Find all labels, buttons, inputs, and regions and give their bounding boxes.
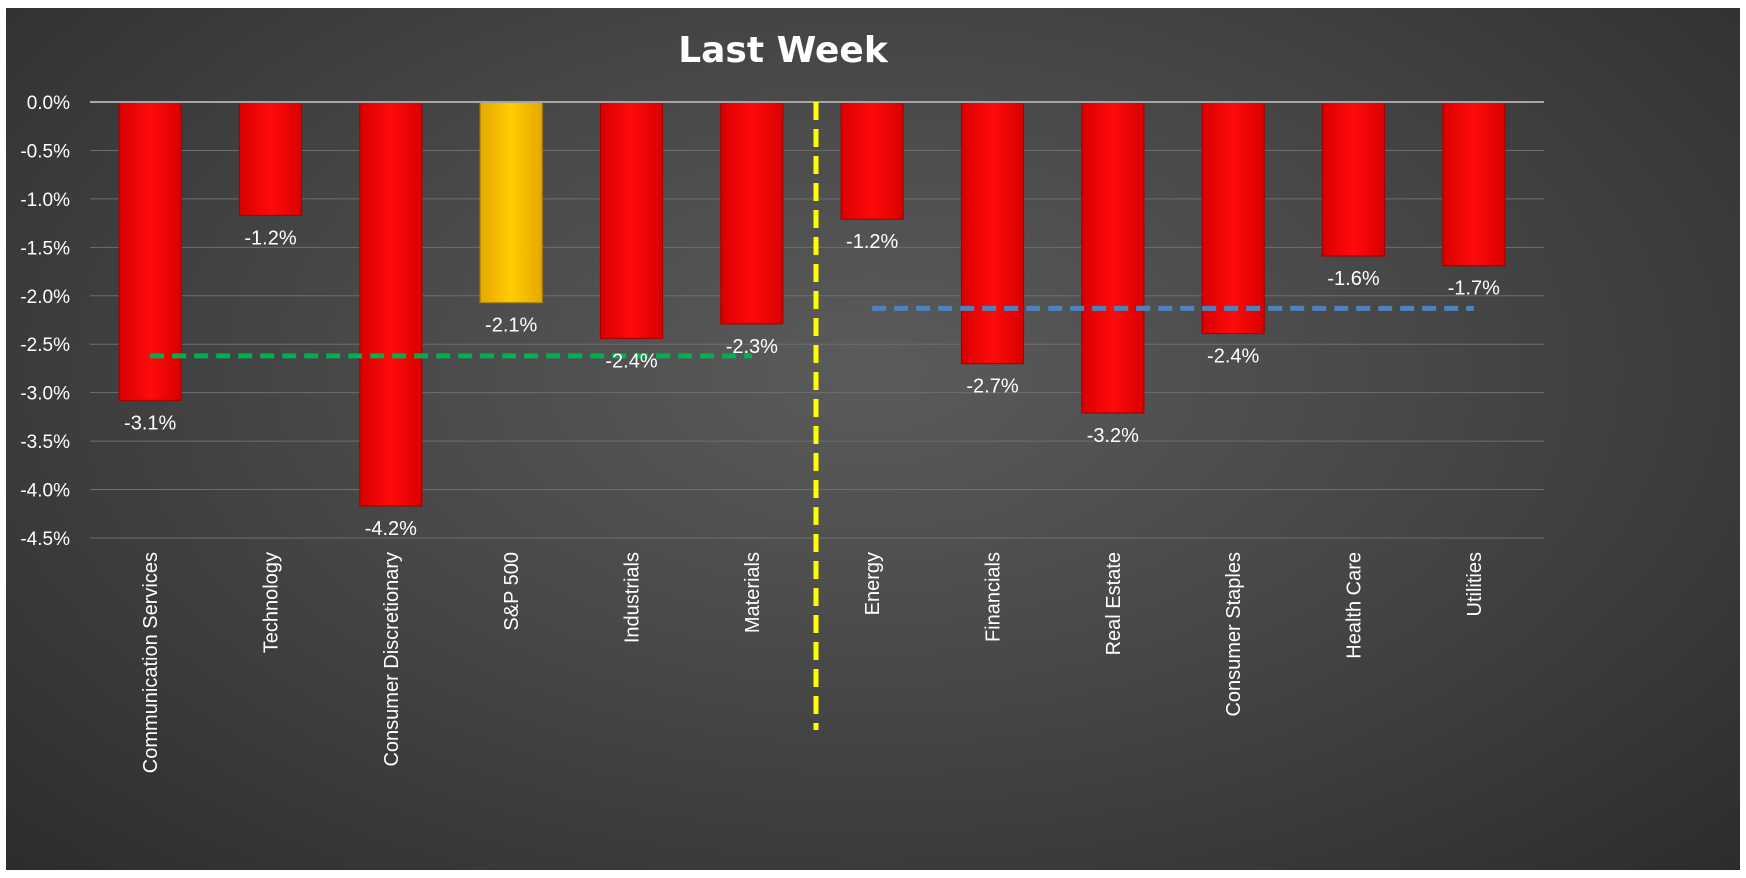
y-axis-ticks: 0.0% -0.5% -1.0% -1.5% -2.0% -2.5% -3.0% -3.5% -…: [20, 93, 70, 550]
bar: [238, 101, 303, 216]
x-tick-label: Industrials: [622, 552, 644, 643]
y-tick-label: -1.5%: [20, 238, 70, 259]
data-label: -2.3%: [726, 336, 778, 358]
x-tick-label: Financials: [983, 552, 1005, 642]
bar: [1442, 101, 1506, 267]
x-tick-label: Consumer Staples: [1223, 552, 1245, 717]
y-tick-label: -3.5%: [20, 432, 70, 453]
x-tick-label: Consumer Discretionary: [381, 552, 403, 767]
x-tick-label: Communication Services: [140, 552, 162, 773]
data-label: -2.1%: [485, 315, 537, 337]
bar-chart: Last Week 0.0% -0.5% -1.0% -1.5% -2.0% -2.5% -…: [20, 30, 1544, 773]
x-tick-label: Energy: [862, 552, 884, 615]
chart-area: Last Week 0.0% -0.5% -1.0% -1.5% -2.0% -2.5% -…: [6, 8, 1740, 870]
bar: [720, 101, 784, 325]
x-tick-label: Technology: [261, 552, 283, 653]
data-label: -1.6%: [1327, 268, 1379, 290]
data-label: -1.7%: [1448, 278, 1500, 300]
bar: [599, 101, 664, 340]
data-label: -2.4%: [1207, 346, 1259, 368]
reference-lines: [150, 305, 1474, 359]
data-label: -2.4%: [605, 350, 657, 372]
y-tick-label: -3.0%: [20, 384, 70, 405]
data-label: -1.2%: [244, 227, 296, 249]
y-tick-label: -4.0%: [20, 481, 70, 502]
data-label: -4.2%: [365, 518, 417, 540]
data-label: -2.7%: [966, 376, 1018, 398]
bar: [359, 101, 423, 507]
bar: [960, 101, 1025, 365]
y-tick-label: -2.0%: [20, 287, 70, 308]
bar: [1321, 101, 1386, 257]
bar: [1201, 101, 1265, 335]
bar: [479, 101, 543, 304]
x-tick-label: Real Estate: [1103, 552, 1125, 655]
data-label: -3.1%: [124, 412, 176, 434]
data-label: -1.2%: [846, 231, 898, 253]
data-label: -3.2%: [1087, 425, 1139, 447]
y-tick-label: -0.5%: [20, 141, 70, 162]
x-tick-label: Materials: [742, 552, 764, 633]
x-axis-ticks: Communication Services Technology Consumer…: [140, 552, 1486, 773]
bar: [1081, 101, 1145, 414]
chart-title: Last Week: [678, 30, 889, 71]
x-tick-label: Utilities: [1464, 552, 1486, 616]
bar: [840, 101, 904, 220]
y-tick-label: 0.0%: [27, 93, 70, 114]
data-labels: -3.1% -1.2% -4.2% -2.1% -2.4% -2.3% -1.2% -2.7%…: [124, 227, 1500, 540]
bars: [118, 101, 1506, 507]
x-tick-label: S&P 500: [501, 552, 523, 631]
y-tick-label: -2.5%: [20, 335, 70, 356]
bar: [118, 101, 182, 402]
x-tick-label: Health Care: [1344, 552, 1366, 659]
y-tick-label: -1.0%: [20, 190, 70, 211]
y-tick-label: -4.5%: [20, 529, 70, 550]
